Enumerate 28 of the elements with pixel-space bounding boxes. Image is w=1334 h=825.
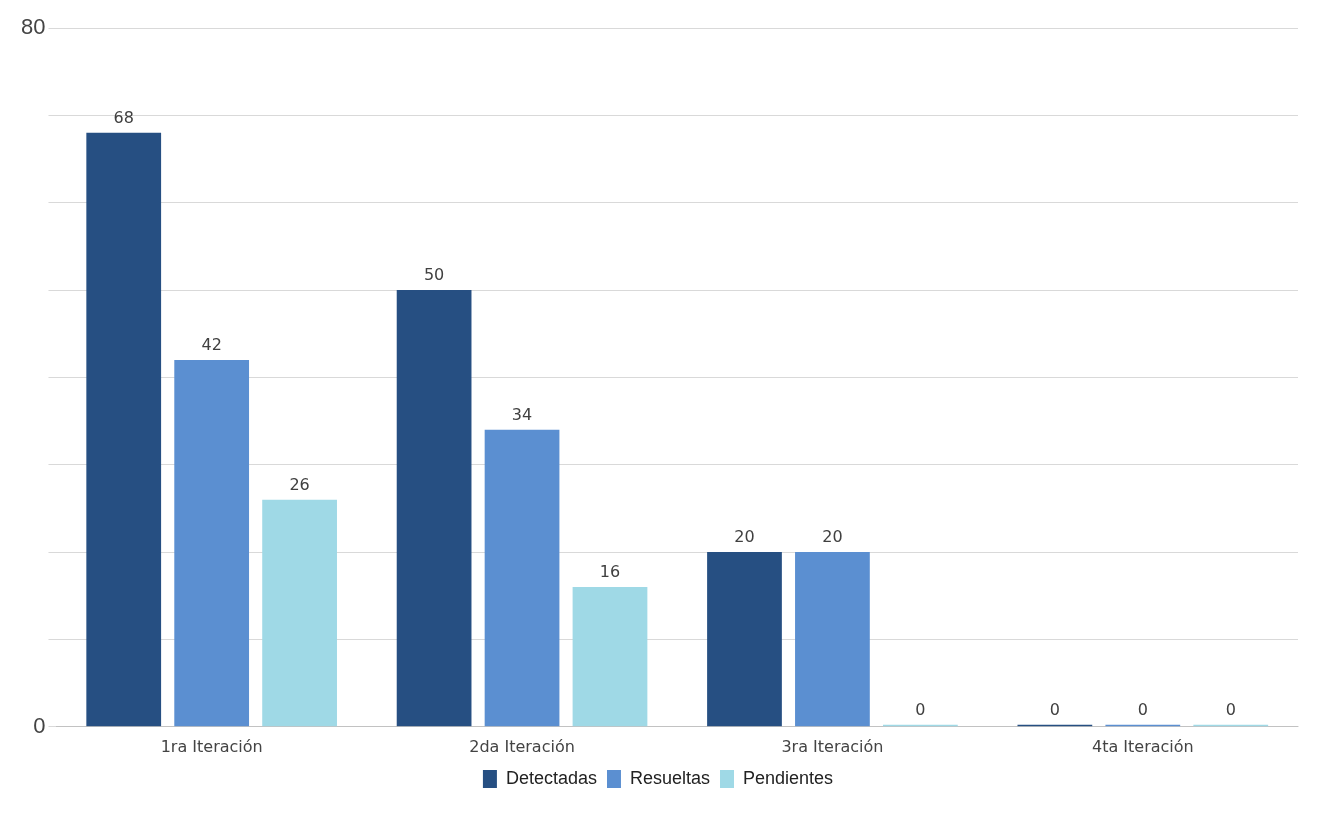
x-tick-label: 1ra Iteración <box>160 736 263 756</box>
bar <box>86 132 162 727</box>
y-tick-label: 80 <box>20 14 46 40</box>
bar <box>795 552 870 727</box>
bar <box>396 290 472 727</box>
data-label: 0 <box>1049 699 1060 719</box>
bar <box>707 552 782 727</box>
data-label: 26 <box>289 474 310 494</box>
x-tick-label: 4ta Iteración <box>1091 736 1194 756</box>
data-label: 68 <box>113 107 134 127</box>
bar <box>572 587 648 727</box>
x-tick-label: 2da Iteración <box>469 736 575 756</box>
legend-label: Resueltas <box>629 767 711 788</box>
bar <box>484 429 560 727</box>
data-label: 20 <box>822 527 843 547</box>
bar <box>262 499 337 727</box>
bar <box>174 359 250 727</box>
data-label: 16 <box>599 562 621 582</box>
data-label: 50 <box>423 265 445 285</box>
legend-label: Detectadas <box>505 767 597 788</box>
data-label: 0 <box>1225 699 1236 719</box>
legend-label: Pendientes <box>743 767 834 788</box>
data-label: 34 <box>511 404 533 424</box>
data-label: 42 <box>201 335 222 355</box>
data-label: 0 <box>1137 699 1148 719</box>
data-label: 20 <box>734 527 755 547</box>
data-label: 0 <box>915 699 926 719</box>
x-tick-label: 3ra Iteración <box>781 736 884 756</box>
